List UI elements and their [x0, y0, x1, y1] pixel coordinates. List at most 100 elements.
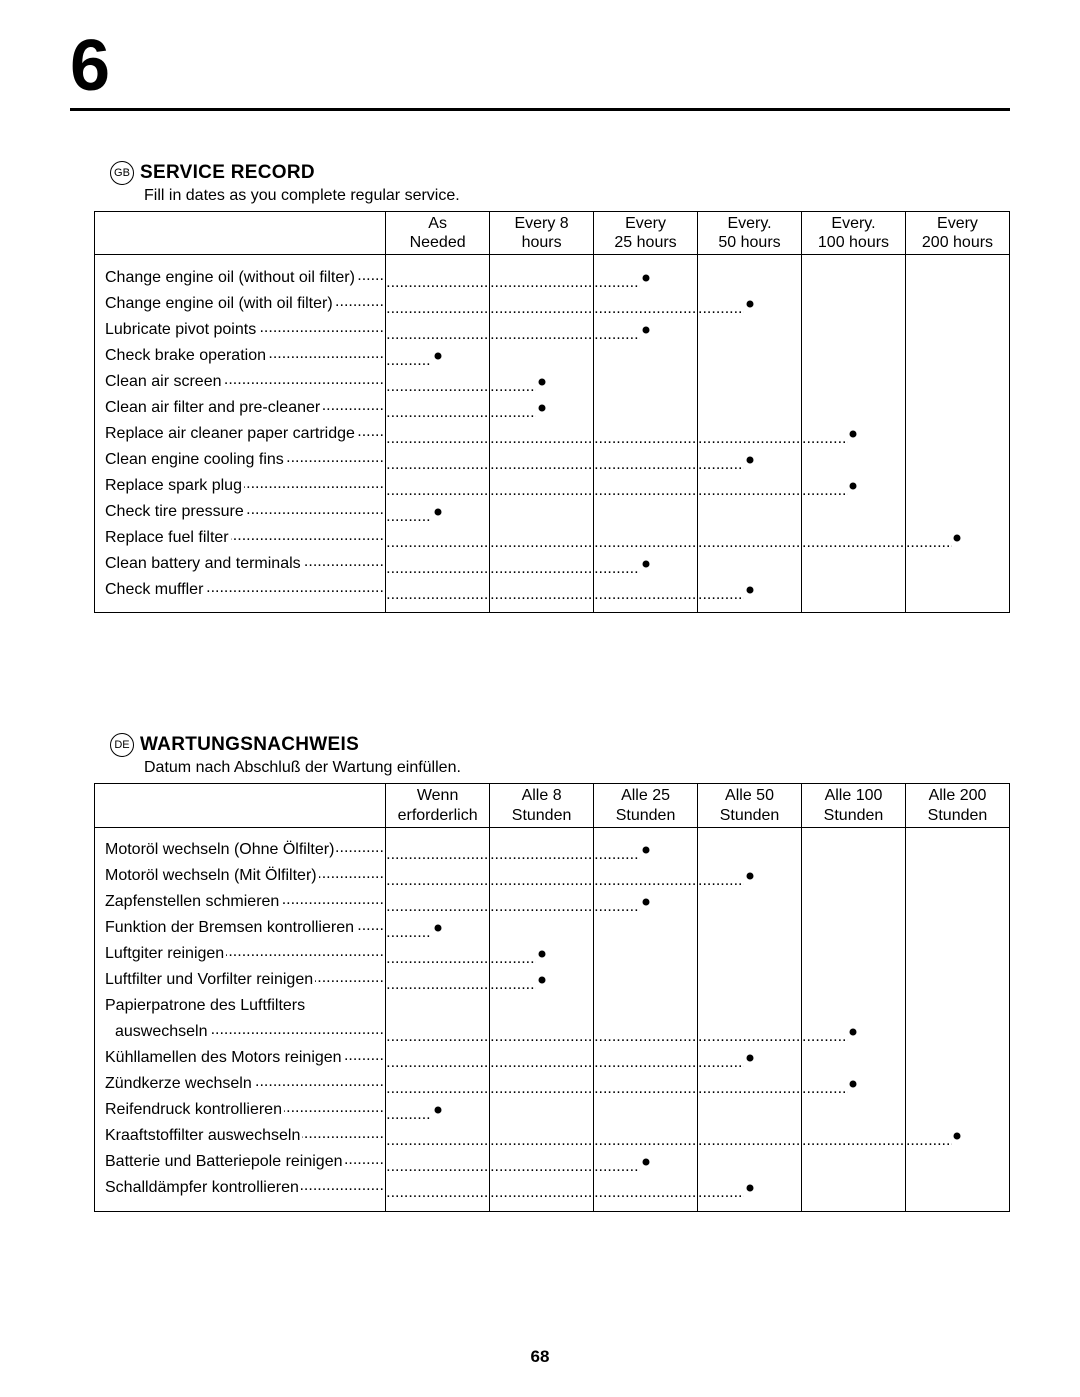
- table-row: Replace spark plug......................…: [95, 473, 1010, 499]
- leader-dots: ........................................…: [802, 430, 848, 444]
- interval-cell: ........................................…: [594, 421, 698, 447]
- interval-cell: ........................................…: [594, 577, 698, 603]
- leader-dots: ........................................…: [594, 326, 640, 340]
- task-label: Reifendruck kontrollieren: [95, 1101, 284, 1118]
- task-label: Lubricate pivot points: [95, 321, 258, 338]
- interval-cell: [698, 265, 802, 291]
- leader-dots: ........................................…: [386, 326, 489, 340]
- interval-cell: ........................................…: [490, 1123, 594, 1149]
- leader-dots: ........................................…: [802, 1028, 848, 1042]
- interval-cell: ........................................…: [698, 1045, 802, 1071]
- interval-cell: ........................................…: [490, 551, 594, 577]
- task-cell: Zapfenstellen schmieren.................…: [95, 889, 386, 915]
- interval-cell: [905, 369, 1009, 395]
- interval-cell: [698, 1097, 802, 1123]
- interval-cell: ........................................…: [386, 1149, 490, 1175]
- leader-dots: ........................................…: [386, 378, 489, 392]
- leader-dots: ........................................…: [386, 352, 432, 366]
- bullet-icon: [850, 430, 857, 437]
- leader-dots: ........................................…: [698, 1054, 744, 1068]
- interval-cell: ........................................…: [490, 863, 594, 889]
- table-row: Check brake operation...................…: [95, 343, 1010, 369]
- section-subtitle: Datum nach Abschluß der Wartung einfülle…: [144, 759, 1010, 777]
- leader-dots: ........................................…: [386, 430, 489, 444]
- bullet-icon: [850, 482, 857, 489]
- leader-dots: ........................................…: [698, 1184, 744, 1198]
- task-label: Zündkerze wechseln: [95, 1075, 254, 1092]
- table-row: Funktion der Bremsen kontrollieren......…: [95, 915, 1010, 941]
- col-header: Alle 100Stunden: [802, 784, 906, 827]
- leader-dots: ........................................…: [698, 430, 801, 444]
- interval-cell: ........................................…: [594, 1149, 698, 1175]
- table-row: Luftgiter reinigen......................…: [95, 941, 1010, 967]
- interval-cell: [905, 1175, 1009, 1201]
- task-cell: Check muffler...........................…: [95, 577, 386, 603]
- leader-dots: ........................................…: [594, 560, 640, 574]
- task-cell: Change engine oil (with oil filter).....…: [95, 291, 386, 317]
- interval-cell: [698, 343, 802, 369]
- table-row: Luftfilter und Vorfilter reinigen.......…: [95, 967, 1010, 993]
- leader-dots: ........................................…: [594, 430, 697, 444]
- leader-dots: ........................................…: [594, 586, 697, 600]
- interval-cell: [905, 577, 1009, 603]
- interval-cell: [802, 1175, 906, 1201]
- interval-cell: ........................................…: [698, 447, 802, 473]
- bullet-icon: [538, 404, 545, 411]
- task-label: Check brake operation: [95, 347, 268, 364]
- bullet-icon: [850, 1029, 857, 1036]
- leader-dots: ........................................…: [490, 404, 536, 418]
- leader-dots: ........................................…: [594, 898, 640, 912]
- leader-dots: ........................................…: [594, 846, 640, 860]
- section-header: DE WARTUNGSNACHWEIS: [110, 733, 1010, 757]
- interval-cell: [905, 499, 1009, 525]
- bullet-icon: [538, 951, 545, 958]
- interval-cell: [594, 395, 698, 421]
- task-cell: Luftgiter reinigen......................…: [95, 941, 386, 967]
- lang-badge: DE: [110, 733, 134, 757]
- interval-cell: ........................................…: [490, 265, 594, 291]
- leader-dots: ........................................…: [386, 1080, 489, 1094]
- interval-cell: ........................................…: [594, 1071, 698, 1097]
- leader-dots: ........................................…: [698, 1028, 801, 1042]
- interval-cell: [905, 343, 1009, 369]
- table-row: Batterie und Batteriepole reinigen......…: [95, 1149, 1010, 1175]
- leader-dots: ........................................…: [490, 1028, 593, 1042]
- interval-cell: ........................................…: [386, 1097, 490, 1123]
- interval-cell: [802, 837, 906, 863]
- table-row: Reifendruck kontrollieren...............…: [95, 1097, 1010, 1123]
- leader-dots: ........................................…: [490, 898, 593, 912]
- interval-cell: [802, 941, 906, 967]
- interval-cell: [802, 369, 906, 395]
- interval-cell: [905, 915, 1009, 941]
- section-title: WARTUNGSNACHWEIS: [140, 734, 359, 756]
- task-label: Replace air cleaner paper cartridge: [95, 425, 357, 442]
- task-cell: Clean air screen........................…: [95, 369, 386, 395]
- bullet-icon: [434, 1107, 441, 1114]
- interval-cell: [905, 837, 1009, 863]
- bullet-icon: [642, 274, 649, 281]
- leader-dots: ........................................…: [490, 430, 593, 444]
- interval-cell: ........................................…: [386, 1175, 490, 1201]
- interval-cell: [802, 265, 906, 291]
- task-cell: Replace spark plug......................…: [95, 473, 386, 499]
- task-label: Motoröl wechseln (Mit Ölfilter): [95, 867, 319, 884]
- interval-cell: [802, 967, 906, 993]
- interval-cell: [490, 499, 594, 525]
- interval-cell: [905, 1071, 1009, 1097]
- leader-dots: ........................................…: [594, 1158, 640, 1172]
- interval-cell: [905, 889, 1009, 915]
- interval-cell: ........................................…: [490, 291, 594, 317]
- interval-cell: [905, 265, 1009, 291]
- bullet-icon: [746, 1185, 753, 1192]
- interval-cell: [698, 993, 802, 1019]
- interval-cell: [386, 993, 490, 1019]
- table-row: Papierpatrone des Luftfilters: [95, 993, 1010, 1019]
- interval-cell: ........................................…: [698, 473, 802, 499]
- interval-cell: [905, 967, 1009, 993]
- interval-cell: ........................................…: [490, 369, 594, 395]
- bullet-icon: [746, 586, 753, 593]
- interval-cell: ........................................…: [386, 551, 490, 577]
- task-label: Kühllamellen des Motors reinigen: [95, 1049, 344, 1066]
- bullet-icon: [642, 326, 649, 333]
- leader-dots: ........................................…: [490, 326, 593, 340]
